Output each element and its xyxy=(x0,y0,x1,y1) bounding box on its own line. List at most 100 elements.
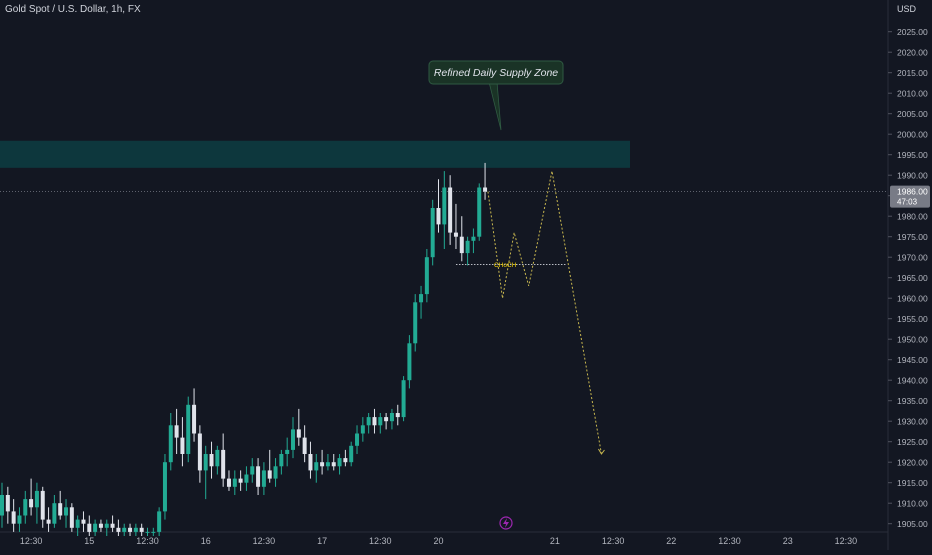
time-tick-label: 12:30 xyxy=(718,536,741,546)
candle-body xyxy=(424,257,429,295)
price-tick-label: 1930.00 xyxy=(897,417,928,427)
price-tick-label: 1935.00 xyxy=(897,396,928,406)
candle-body xyxy=(168,425,173,463)
candle-body xyxy=(46,519,51,524)
candle-body xyxy=(413,302,418,344)
candle-body xyxy=(296,429,301,438)
price-tick-label: 1960.00 xyxy=(897,294,928,304)
time-tick-label: 21 xyxy=(550,536,560,546)
candle-body xyxy=(157,511,162,532)
price-tick-label: 1965.00 xyxy=(897,273,928,283)
symbol-title: Gold Spot / U.S. Dollar, 1h, FX xyxy=(5,4,141,15)
candle-body xyxy=(331,462,336,467)
candle-body xyxy=(273,466,278,479)
price-tick-label: 1940.00 xyxy=(897,376,928,386)
candle-body xyxy=(98,523,103,528)
candle-body xyxy=(87,523,92,532)
time-tick-label: 12:30 xyxy=(835,536,858,546)
candle-body xyxy=(337,458,342,467)
time-tick-label: 12:30 xyxy=(602,536,625,546)
price-tick-label: 1945.00 xyxy=(897,355,928,365)
projection-arrowhead xyxy=(598,448,605,455)
candle-body xyxy=(162,462,167,512)
time-tick-label: 12:30 xyxy=(253,536,276,546)
candle-body xyxy=(180,437,185,454)
time-tick-label: 15 xyxy=(84,536,94,546)
candle-body xyxy=(226,478,231,487)
price-tick-label: 2025.00 xyxy=(897,27,928,37)
choch-label: CHoCH xyxy=(494,262,517,269)
candle-body xyxy=(384,417,389,422)
candle-body xyxy=(186,404,191,454)
lightning-icon[interactable] xyxy=(499,516,513,530)
current-price-badge xyxy=(890,185,930,208)
candle-body xyxy=(11,511,16,524)
price-tick-label: 2000.00 xyxy=(897,130,928,140)
time-tick-label: 12:30 xyxy=(136,536,159,546)
price-tick-label: 1990.00 xyxy=(897,171,928,181)
candle-body xyxy=(442,187,447,225)
price-tick-label: 1975.00 xyxy=(897,232,928,242)
candle-body xyxy=(325,462,330,467)
time-tick-label: 22 xyxy=(666,536,676,546)
price-tick-label: 2005.00 xyxy=(897,109,928,119)
price-tick-label: 1910.00 xyxy=(897,499,928,509)
candle-body xyxy=(139,527,144,532)
candle-body xyxy=(64,507,69,516)
price-tick-label: 1995.00 xyxy=(897,150,928,160)
candle-body xyxy=(58,503,63,516)
time-tick-label: 12:30 xyxy=(20,536,43,546)
candle-body xyxy=(320,462,325,467)
candle-body xyxy=(395,413,400,418)
candle-body xyxy=(459,236,464,254)
candle-body xyxy=(5,495,10,512)
candle-body xyxy=(75,519,80,528)
candle-body xyxy=(151,531,156,533)
annotation-pointer xyxy=(488,81,502,131)
currency-label: USD xyxy=(897,4,917,14)
candle-body xyxy=(436,208,441,225)
candle-body xyxy=(372,417,377,426)
candle-body xyxy=(261,470,266,487)
candle-body xyxy=(366,417,371,426)
candle-body xyxy=(133,527,138,532)
candle-body xyxy=(23,499,28,516)
candle-body xyxy=(34,490,39,508)
candle-body xyxy=(104,523,109,528)
candle-body xyxy=(145,531,150,533)
price-tick-label: 2010.00 xyxy=(897,89,928,99)
candle-body xyxy=(355,433,360,446)
annotation-box[interactable] xyxy=(428,60,564,85)
candle-body xyxy=(308,454,313,471)
price-tick-label: 1915.00 xyxy=(897,478,928,488)
candle-body xyxy=(471,236,476,241)
candle-body xyxy=(477,187,482,237)
candle-body xyxy=(279,454,284,467)
candle-body xyxy=(0,495,4,516)
price-tick-label: 1905.00 xyxy=(897,519,928,529)
candle-body xyxy=(93,523,98,532)
candle-body xyxy=(267,470,272,479)
projection-path[interactable] xyxy=(487,171,602,455)
candle-body xyxy=(174,425,179,438)
candle-body xyxy=(285,449,290,454)
candle-body xyxy=(343,458,348,463)
price-tick-label: 2020.00 xyxy=(897,48,928,58)
price-tick-label: 1925.00 xyxy=(897,437,928,447)
candle-body xyxy=(360,425,365,434)
supply-zone-rect[interactable] xyxy=(0,140,630,168)
candle-body xyxy=(314,462,319,471)
price-tick-label: 1950.00 xyxy=(897,335,928,345)
candle-body xyxy=(209,454,214,467)
candle-body xyxy=(453,232,458,237)
candle-body xyxy=(465,240,470,254)
candle-body xyxy=(448,187,453,233)
price-tick-label: 1920.00 xyxy=(897,458,928,468)
candle-body xyxy=(401,380,406,418)
candle-body xyxy=(221,449,226,479)
candle-body xyxy=(81,519,86,524)
current-price-value: 1986.00 xyxy=(897,187,928,197)
candle-body xyxy=(203,454,208,471)
